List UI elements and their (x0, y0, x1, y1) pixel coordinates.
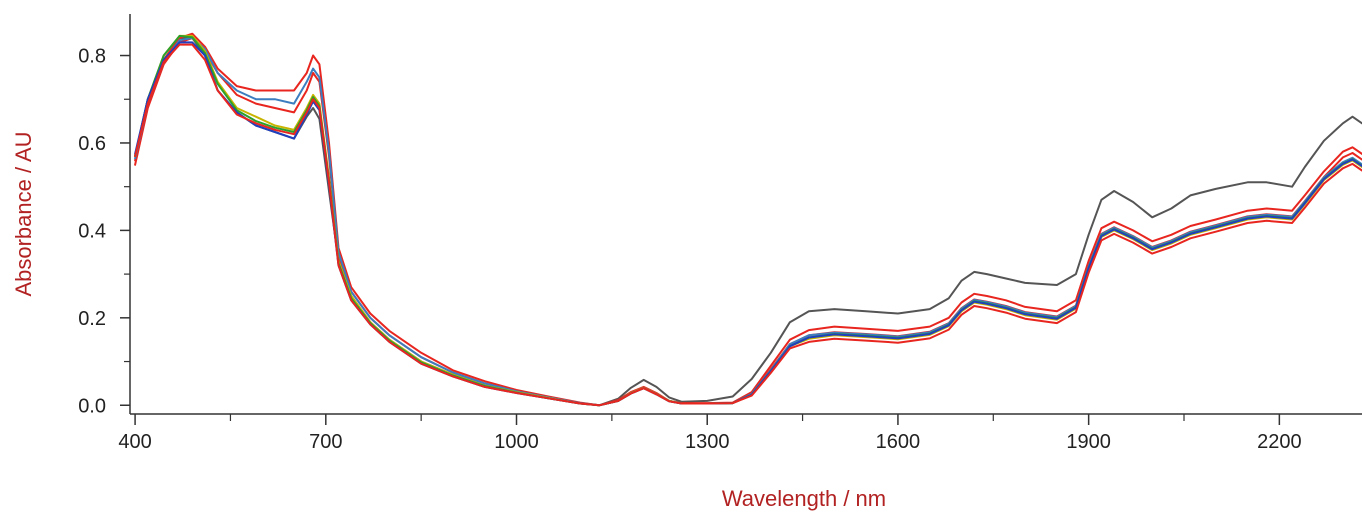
spectrum-line (134, 37, 1362, 407)
x-tick-label: 1300 (685, 431, 730, 453)
y-tick-label: 0.0 (78, 395, 106, 417)
x-tick-label: 1600 (876, 431, 921, 453)
spectrum-line (134, 37, 1362, 407)
spectrum-line (134, 34, 1362, 407)
x-tick-label: 700 (309, 431, 342, 453)
y-tick-label: 0.2 (78, 308, 106, 330)
spectrum-line (134, 37, 1362, 407)
spectrum-line (134, 34, 1362, 407)
x-tick-label: 1000 (494, 431, 539, 453)
y-tick-label: 0.6 (78, 133, 106, 155)
spectrum-line (134, 41, 1362, 407)
y-tick-label: 0.8 (78, 46, 106, 68)
x-tick-label: 2200 (1257, 431, 1302, 453)
plot-area (134, 32, 1362, 407)
x-ticks: 400 700 1000 1300 1600 1900 2200 (118, 414, 1302, 453)
spectrum-line (134, 32, 1362, 407)
axes (129, 14, 1362, 415)
x-tick-label: 1900 (1066, 431, 1111, 453)
x-axis-title: Wavelength / nm (722, 486, 886, 511)
y-tick-label: 0.4 (78, 220, 106, 242)
x-tick-label: 400 (118, 431, 151, 453)
y-ticks: 0.0 0.2 0.4 0.6 0.8 (78, 46, 130, 417)
spectrum-line (134, 43, 1362, 407)
y-axis-title: Absorbance / AU (11, 131, 36, 296)
